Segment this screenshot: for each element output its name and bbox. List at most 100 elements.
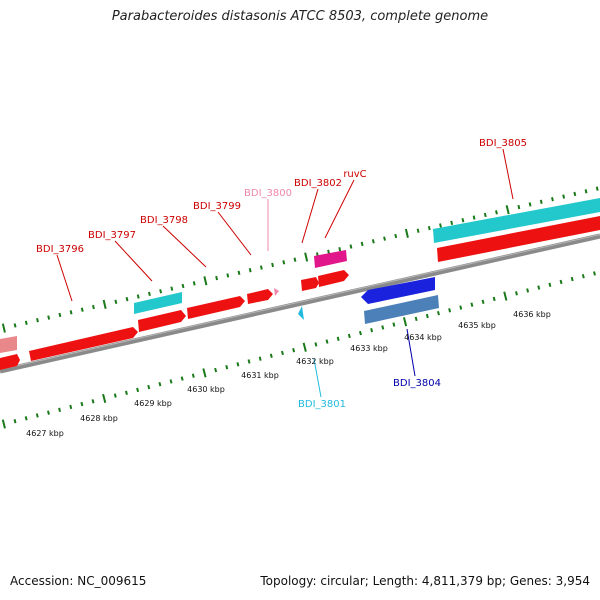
minor-tick xyxy=(125,296,129,302)
gene-label-bdi3805[interactable]: BDI_3805 xyxy=(479,138,527,149)
gene-label-bdi3801[interactable]: BDI_3801 xyxy=(298,399,346,410)
minor-tick xyxy=(147,291,151,297)
major-tick xyxy=(1,323,6,333)
minor-tick xyxy=(414,316,418,322)
minor-tick xyxy=(495,210,498,215)
gene-bdi3802-arrow[interactable] xyxy=(301,277,319,291)
leader-bdi3802 xyxy=(301,188,319,244)
minor-tick xyxy=(347,333,351,339)
minor-tick xyxy=(517,204,521,210)
minor-tick xyxy=(13,418,17,424)
minor-tick xyxy=(325,339,329,344)
minor-tick xyxy=(349,244,353,249)
forward-features xyxy=(0,198,600,370)
minor-tick xyxy=(537,285,541,290)
scale-label: 4630 kbp xyxy=(187,385,225,394)
minor-tick xyxy=(481,299,485,305)
minor-tick xyxy=(247,359,251,364)
minor-tick xyxy=(394,233,398,239)
minor-tick xyxy=(271,262,275,268)
minor-tick xyxy=(58,407,62,412)
minor-tick xyxy=(36,318,39,323)
tick-tracks xyxy=(1,186,599,429)
minor-tick xyxy=(170,286,174,291)
minor-tick xyxy=(292,347,296,353)
minor-tick xyxy=(461,218,465,223)
gene-bdi3798-rna[interactable] xyxy=(134,292,182,314)
gene-label-ruvc[interactable]: ruvC xyxy=(343,169,366,180)
gene-label-bdi3799[interactable]: BDI_3799 xyxy=(193,201,241,212)
gene-bdi3796-arrow-b[interactable] xyxy=(0,354,20,370)
gene-bdi3805-rna[interactable] xyxy=(433,198,600,243)
gene-bdi3799-arrow[interactable] xyxy=(187,296,245,319)
gene-label-bdi3798[interactable]: BDI_3798 xyxy=(140,215,188,226)
minor-tick xyxy=(425,313,429,319)
minor-tick xyxy=(215,275,219,281)
minor-tick xyxy=(515,291,518,296)
leader-lines xyxy=(56,148,514,398)
minor-tick xyxy=(327,249,330,254)
major-tick xyxy=(304,252,309,262)
minor-tick xyxy=(180,376,184,381)
leader-bdi3796 xyxy=(56,254,73,302)
minor-tick xyxy=(359,330,362,336)
gene-bdi3801-arrow[interactable] xyxy=(298,306,304,320)
minor-tick xyxy=(147,384,151,390)
minor-tick xyxy=(237,270,241,276)
scale-label: 4631 kbp xyxy=(241,371,279,380)
minor-tick xyxy=(13,323,17,328)
major-tick xyxy=(402,317,408,327)
gene-label-bdi3800[interactable]: BDI_3800 xyxy=(244,188,292,199)
minor-tick xyxy=(573,191,577,197)
gene-bdi3797-arrow[interactable] xyxy=(29,327,138,361)
minor-tick xyxy=(47,315,51,320)
gene-labels: BDI_3796 BDI_3797 BDI_3798 BDI_3799 BDI_… xyxy=(36,138,527,410)
minor-tick xyxy=(80,401,84,407)
gene-bdi3805-arrow[interactable] xyxy=(437,216,600,262)
gene-label-bdi3796[interactable]: BDI_3796 xyxy=(36,244,84,255)
gene-bdi3798-arrow[interactable] xyxy=(138,310,186,332)
gene-label-bdi3804[interactable]: BDI_3804 xyxy=(393,378,441,389)
major-tick xyxy=(202,368,207,378)
major-tick xyxy=(203,276,208,286)
genome-backbone-highlight xyxy=(0,234,600,370)
minor-tick xyxy=(236,362,240,367)
minor-tick xyxy=(282,260,286,265)
minor-tick xyxy=(383,236,386,241)
gene-bdi3804-arrow[interactable] xyxy=(361,277,435,304)
minor-tick xyxy=(181,283,185,289)
minor-tick xyxy=(338,246,342,252)
major-tick xyxy=(102,393,107,404)
minor-tick xyxy=(360,241,364,247)
minor-tick xyxy=(526,288,530,293)
major-tick xyxy=(503,291,508,301)
gene-ruvc-misc[interactable] xyxy=(314,250,347,268)
minor-tick xyxy=(248,268,252,273)
minor-tick xyxy=(492,296,496,302)
gene-label-bdi3797[interactable]: BDI_3797 xyxy=(88,230,136,241)
minor-tick xyxy=(470,302,474,307)
topology-summary: Topology: circular; Length: 4,811,379 bp… xyxy=(260,574,590,588)
minor-tick xyxy=(392,322,396,327)
minor-tick xyxy=(570,276,574,282)
figure-title: Parabacteroides distasonis ATCC 8503, co… xyxy=(111,9,489,24)
leader-bdi3797 xyxy=(114,240,153,282)
gene-label-bdi3802[interactable]: BDI_3802 xyxy=(294,178,342,189)
gene-bdi3800-arrow[interactable] xyxy=(247,289,273,304)
minor-tick xyxy=(35,413,39,418)
gene-bdi3804-alt[interactable] xyxy=(364,295,439,324)
minor-tick xyxy=(559,279,563,285)
minor-tick xyxy=(192,281,196,286)
leader-ruvc xyxy=(324,179,355,239)
gene-bdi3796-arrow[interactable] xyxy=(0,336,17,353)
major-tick xyxy=(505,205,510,215)
major-tick xyxy=(102,299,107,310)
minor-tick xyxy=(225,364,229,370)
scale-label: 4636 kbp xyxy=(513,310,551,319)
minor-tick xyxy=(437,311,440,316)
gene-ruvc-arrow[interactable] xyxy=(318,270,349,287)
minor-tick xyxy=(595,186,599,191)
minor-tick xyxy=(159,289,163,294)
gene-bdi3800-small[interactable] xyxy=(274,288,279,296)
scale-label: 4634 kbp xyxy=(404,333,442,342)
